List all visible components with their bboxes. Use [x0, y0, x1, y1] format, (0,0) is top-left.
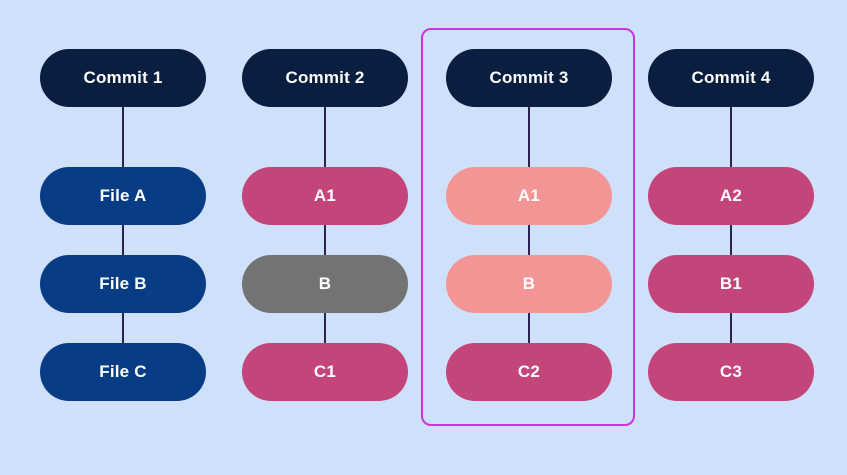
commit-4-connector-2: [730, 225, 732, 255]
commit-2-connector-1: [324, 107, 326, 167]
commit-1-file-node-3: File C: [40, 343, 206, 401]
commit-1-file-node-1: File A: [40, 167, 206, 225]
commit-3-connector-2: [528, 225, 530, 255]
commit-1-file-node-2: File B: [40, 255, 206, 313]
commit-4-file-node-3: C3: [648, 343, 814, 401]
commit-4-file-node-1: A2: [648, 167, 814, 225]
commit-2-node: Commit 2: [242, 49, 408, 107]
commit-1-connector-2: [122, 225, 124, 255]
commit-3-node: Commit 3: [446, 49, 612, 107]
commit-3-file-node-2: B: [446, 255, 612, 313]
commit-2-file-node-3: C1: [242, 343, 408, 401]
commit-1-node: Commit 1: [40, 49, 206, 107]
commit-3-file-node-3: C2: [446, 343, 612, 401]
commit-3-file-node-1: A1: [446, 167, 612, 225]
commit-1-connector-3: [122, 313, 124, 343]
commit-4-connector-1: [730, 107, 732, 167]
commit-2-file-node-2: B: [242, 255, 408, 313]
commit-2-connector-3: [324, 313, 326, 343]
commit-4-file-node-2: B1: [648, 255, 814, 313]
commit-4-connector-3: [730, 313, 732, 343]
commit-3-connector-1: [528, 107, 530, 167]
commit-3-connector-3: [528, 313, 530, 343]
commit-4-node: Commit 4: [648, 49, 814, 107]
commit-1-connector-1: [122, 107, 124, 167]
commit-2-file-node-1: A1: [242, 167, 408, 225]
commit-3-highlight-box: [421, 28, 635, 426]
commit-2-connector-2: [324, 225, 326, 255]
